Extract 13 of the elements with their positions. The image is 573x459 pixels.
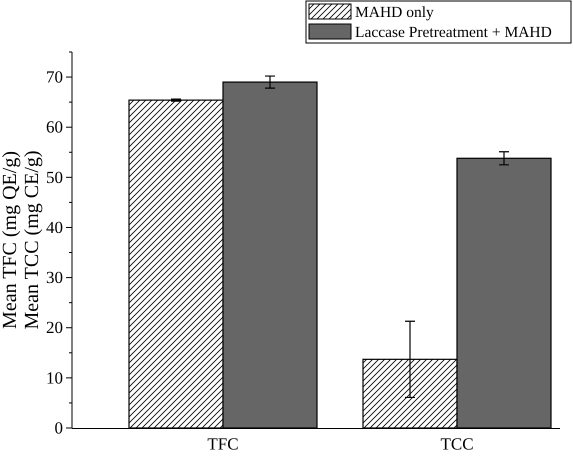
y-axis-title: Mean TFC (mg QE/g) Mean TCC (mg CE/g) (0, 150, 43, 330)
y-tick-label: 20 (46, 318, 63, 338)
x-tick-label: TCC (440, 434, 474, 454)
y-tick-label: 50 (46, 168, 63, 187)
x-tick-label: TFC (207, 434, 239, 454)
y-tick-label: 70 (46, 68, 63, 87)
y-tick-label: 10 (46, 368, 63, 388)
y-tick-label: 30 (46, 268, 63, 288)
y-tick-label: 0 (54, 418, 63, 438)
legend-label: Laccase Pretreatment + MAHD (355, 24, 552, 41)
y-tick-label: 60 (46, 118, 63, 137)
y-tick-label: 40 (46, 218, 63, 237)
legend-label: MAHD only (355, 4, 434, 21)
